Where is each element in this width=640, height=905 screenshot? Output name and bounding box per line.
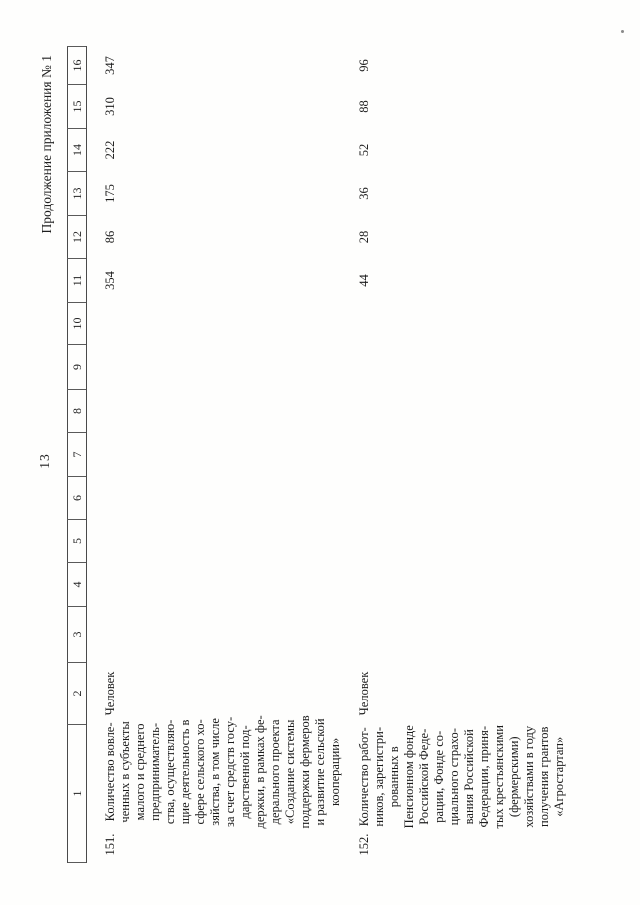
row-152-indicator-name-cell: 152. Количество работ- ников, зарегистри… <box>355 725 567 863</box>
row-151-value-col11: 354 <box>103 271 117 290</box>
row-151-value-col16: 347 <box>103 56 117 75</box>
row-151-value-col3 <box>87 607 355 663</box>
column-header-6: 6 <box>67 476 87 520</box>
column-header-1: 1 <box>67 724 87 863</box>
row-151-indicator-text: Количество вовле- ченных в субъекты мало… <box>103 715 342 829</box>
table-row-151: 151. Количество вовле- ченных в субъекты… <box>87 47 355 863</box>
row-152-value-col14: 52 <box>356 143 371 157</box>
row-151-value-col13: 175 <box>103 184 117 203</box>
scan-artifact-dot <box>621 30 624 33</box>
table-row-152: 152. Количество работ- ников, зарегистри… <box>355 47 567 863</box>
row-151-value-col7 <box>87 433 355 477</box>
row-152-value-col10 <box>355 303 567 345</box>
row-152-value-col15: 88 <box>356 100 371 113</box>
row-152-unit-cell: Человек <box>356 671 371 716</box>
row-152-value-col6 <box>355 477 567 520</box>
column-header-15: 15 <box>67 84 87 129</box>
column-header-10: 10 <box>67 302 87 345</box>
column-header-3: 3 <box>67 606 87 663</box>
column-header-4: 4 <box>67 562 87 607</box>
row-151-value-col9 <box>87 345 355 390</box>
row-152-value-col8 <box>355 390 567 433</box>
column-number-header-row: 1 2 3 4 5 6 7 8 9 10 11 12 13 14 15 16 <box>67 46 87 863</box>
column-header-16: 16 <box>67 46 87 85</box>
row-151-value-col8 <box>87 390 355 433</box>
row-151-value-col15: 310 <box>103 97 117 116</box>
row-151-value-col10 <box>87 303 355 345</box>
row-152-value-col3 <box>355 607 567 663</box>
column-header-5: 5 <box>67 519 87 563</box>
column-header-11: 11 <box>67 258 87 303</box>
appendix-continuation-header: Продолжение приложения № 1 <box>39 55 54 234</box>
row-151-value-col5 <box>87 520 355 563</box>
row-152-number: 152. <box>356 833 371 856</box>
row-151-value-col6 <box>87 477 355 520</box>
row-151-value-col12: 86 <box>103 230 117 244</box>
column-header-14: 14 <box>67 128 87 172</box>
data-table: 1 2 3 4 5 6 7 8 9 10 11 12 13 14 15 16 <box>67 46 567 863</box>
page-number: 13 <box>37 453 52 469</box>
column-header-12: 12 <box>67 215 87 259</box>
row-152-value-col16: 96 <box>356 59 371 72</box>
row-152-value-col13: 36 <box>356 187 371 200</box>
column-header-7: 7 <box>67 432 87 477</box>
row-152-indicator-text: Количество работ- ников, зарегистри- ров… <box>356 725 566 829</box>
column-header-13: 13 <box>67 171 87 216</box>
row-151-value-col4 <box>87 563 355 607</box>
row-151-number: 151. <box>103 833 117 856</box>
column-header-2: 2 <box>67 662 87 725</box>
row-151-value-col14: 222 <box>103 140 117 160</box>
row-151-indicator-name-cell: 151. Количество вовле- ченных в субъекты… <box>87 715 355 863</box>
row-152-value-col7 <box>355 433 567 477</box>
row-152-value-col11: 44 <box>356 274 371 287</box>
column-header-8: 8 <box>67 389 87 433</box>
column-header-9: 9 <box>67 344 87 390</box>
row-152-value-col4 <box>355 563 567 607</box>
row-152-value-col9 <box>355 345 567 390</box>
row-152-value-col12: 28 <box>356 230 371 244</box>
row-152-value-col5 <box>355 520 567 563</box>
